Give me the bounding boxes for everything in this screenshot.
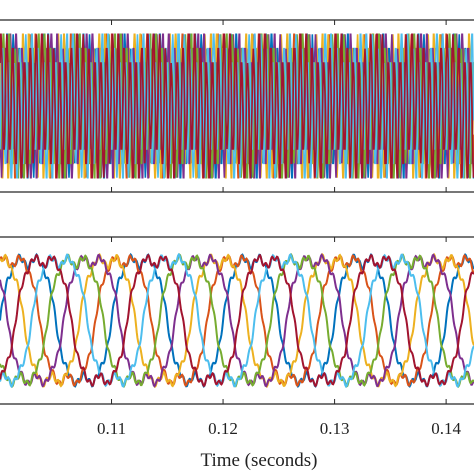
top-series-line-7 <box>0 33 474 179</box>
bottom-panel: 0.11 0.12 0.13 0.14 Time (seconds) <box>0 236 474 471</box>
bottom-series-line-3 <box>0 252 474 389</box>
x-tick-label-3: 0.13 <box>320 419 350 438</box>
bottom-panel-ticks <box>111 237 447 404</box>
bottom-panel-series <box>0 252 474 389</box>
top-panel-ticks <box>111 20 447 192</box>
bottom-series-line-7 <box>0 253 474 388</box>
top-panel-series <box>0 33 474 179</box>
x-tick-label-1: 0.11 <box>97 419 126 438</box>
x-tick-labels: 0.11 0.12 0.13 0.14 <box>97 419 462 438</box>
x-axis-label: Time (seconds) <box>201 450 318 471</box>
x-tick-label-4: 0.14 <box>431 419 461 438</box>
x-tick-label-2: 0.12 <box>208 419 238 438</box>
top-panel <box>0 19 474 193</box>
bottom-series-line-6 <box>0 252 474 389</box>
